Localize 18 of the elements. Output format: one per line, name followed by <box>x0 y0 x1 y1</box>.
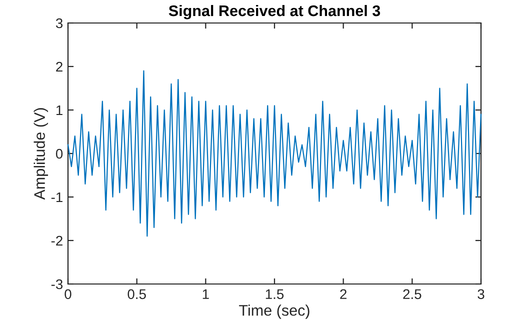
y-tick-label: 3 <box>56 18 63 28</box>
line-series <box>67 70 482 237</box>
x-tick-label: 0 <box>64 289 72 300</box>
x-tick-label: 2.5 <box>403 289 422 300</box>
x-tick-label: 0.5 <box>128 289 146 300</box>
y-tick-label: -1 <box>51 192 62 202</box>
x-tick-label: 1 <box>202 289 209 299</box>
y-axis-title: Amplitude (V) <box>34 108 48 200</box>
y-tick-label: -2 <box>51 236 62 246</box>
x-tick-label: 2 <box>340 289 346 299</box>
x-axis-title: Time (sec) <box>239 304 310 319</box>
x-tick-label: 1.5 <box>266 289 284 300</box>
y-tick-label: 1 <box>56 105 62 116</box>
y-tick-label: -3 <box>51 279 63 290</box>
y-tick-label: 0 <box>56 148 63 159</box>
x-tick-label: 3 <box>478 289 484 300</box>
y-tick-label: 2 <box>56 62 62 72</box>
chart-title: Signal Received at Channel 3 <box>168 4 380 20</box>
